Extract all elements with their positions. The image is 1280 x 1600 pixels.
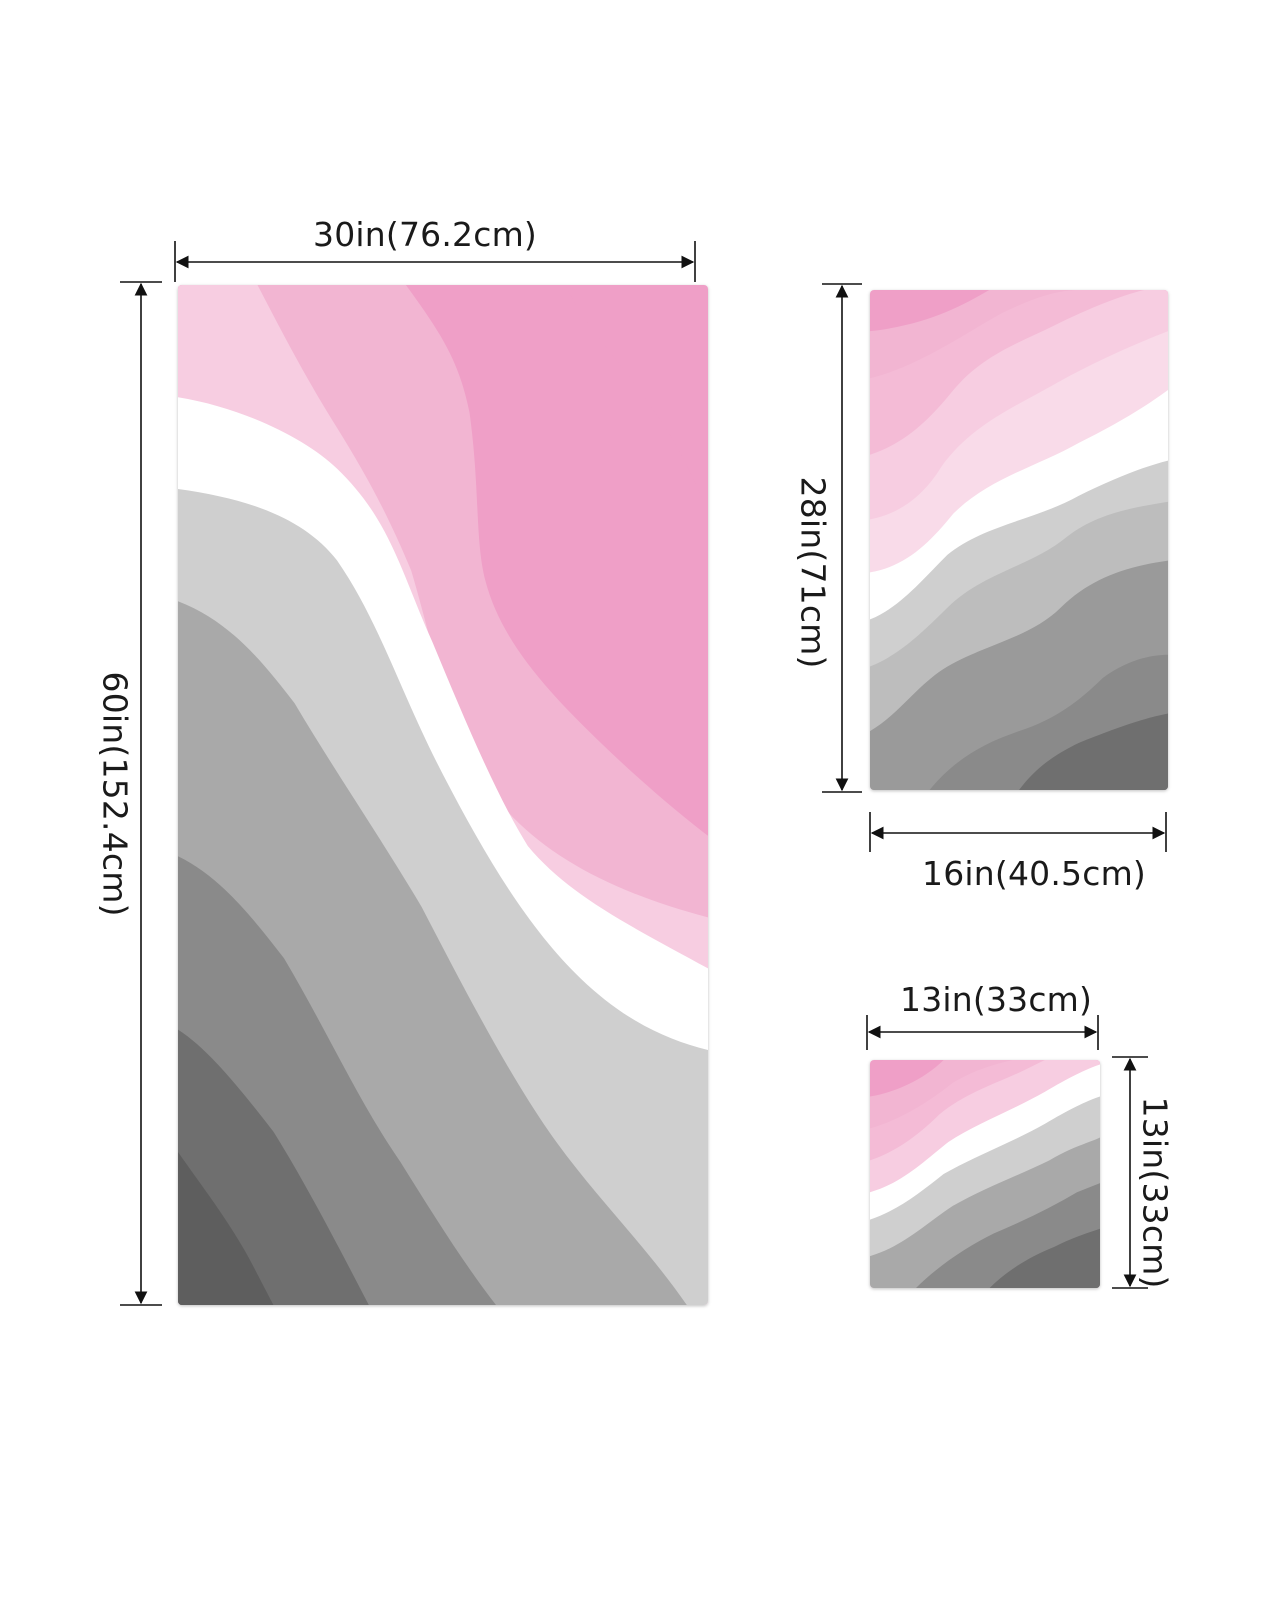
bath-towel-image xyxy=(178,285,708,1305)
washcloth-height-label: 13in(33cm) xyxy=(1135,1096,1175,1289)
hand-towel-width-label: 16in(40.5cm) xyxy=(922,854,1146,893)
washcloth-width-label: 13in(33cm) xyxy=(900,980,1093,1019)
hand-towel-height-label: 28in(71cm) xyxy=(793,476,833,669)
hand-towel-image xyxy=(870,290,1168,790)
washcloth-image xyxy=(870,1060,1100,1288)
bath-towel-width-label: 30in(76.2cm) xyxy=(313,215,537,254)
bath-towel-height-label: 60in(152.4cm) xyxy=(95,671,135,917)
